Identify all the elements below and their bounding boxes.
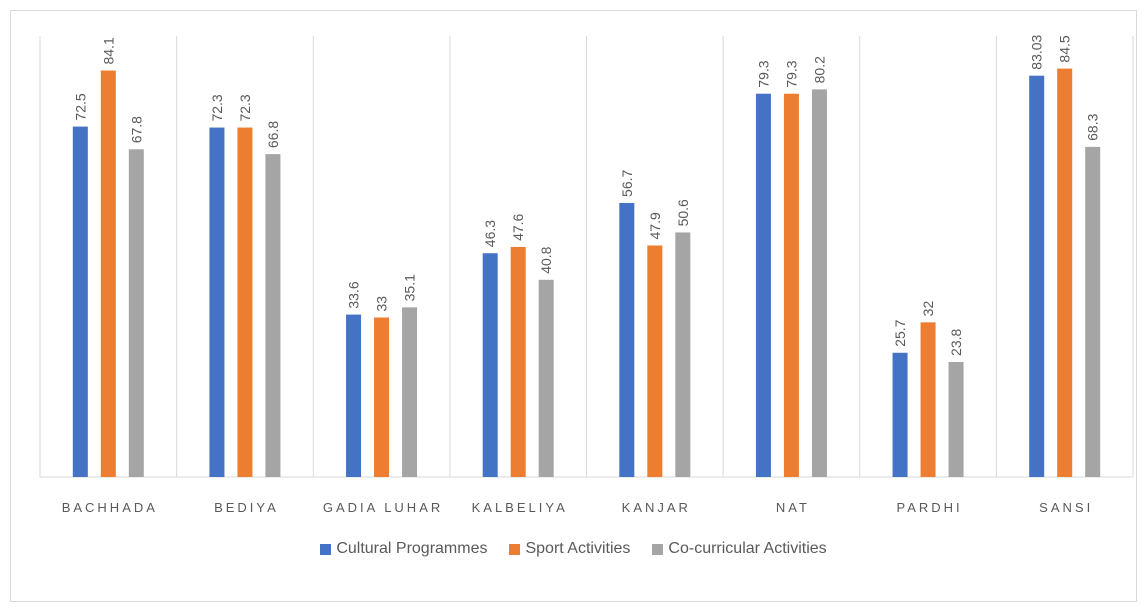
bar	[675, 232, 691, 477]
data-label: 72.5	[72, 93, 88, 120]
legend-item: Cultural Programmes	[320, 540, 487, 558]
data-label: 80.2	[811, 56, 827, 83]
data-label: 79.3	[783, 60, 799, 87]
data-label: 47.6	[510, 213, 526, 240]
legend-label: Co-curricular Activities	[668, 540, 827, 557]
bar	[920, 322, 936, 477]
legend-item: Co-curricular Activities	[652, 540, 827, 558]
bar	[482, 253, 498, 477]
bar	[237, 127, 253, 478]
data-label: 33	[374, 296, 390, 312]
bar	[811, 89, 827, 477]
legend: Cultural Programmes Sport Activities Co-cu…	[0, 540, 1147, 558]
bar	[346, 314, 362, 477]
x-tick-label: GADIA LUHAR	[322, 500, 444, 515]
data-label: 46.3	[482, 220, 498, 247]
data-label: 83.03	[1029, 34, 1045, 69]
bar	[619, 202, 635, 477]
bar	[402, 307, 418, 477]
x-tick-label: NAT	[775, 500, 810, 515]
data-label: 35.1	[402, 274, 418, 301]
legend-item: Sport Activities	[509, 540, 630, 558]
bar	[948, 361, 964, 477]
data-label: 56.7	[619, 169, 635, 196]
data-label: 66.8	[265, 121, 281, 148]
bar	[1057, 68, 1073, 477]
bar	[647, 245, 663, 477]
data-label: 67.8	[128, 116, 144, 143]
legend-label: Cultural Programmes	[336, 540, 488, 557]
x-tick-label: KALBELIYA	[471, 500, 568, 515]
bar	[128, 149, 144, 478]
data-label: 79.3	[755, 60, 771, 87]
data-label: 32	[920, 301, 936, 317]
x-tick-label: BACHHADA	[61, 500, 158, 515]
bar	[100, 70, 116, 478]
x-tick-label: KANJAR	[621, 500, 691, 515]
bar	[72, 126, 88, 477]
data-label: 72.3	[209, 94, 225, 121]
bar	[510, 246, 526, 477]
bar	[1029, 75, 1045, 478]
data-label: 50.6	[675, 199, 691, 226]
legend-label: Sport Activities	[525, 540, 631, 557]
bar	[538, 279, 554, 477]
x-tick-label: SANSI	[1039, 500, 1094, 515]
bar	[209, 127, 225, 478]
legend-swatch	[320, 543, 332, 555]
data-label: 25.7	[892, 319, 908, 346]
data-label: 68.3	[1085, 113, 1101, 140]
legend-swatch	[652, 543, 664, 555]
data-label: 23.8	[948, 329, 964, 356]
data-label: 47.9	[647, 212, 663, 239]
data-label: 84.1	[100, 37, 116, 64]
data-label: 40.8	[538, 246, 554, 273]
data-label: 33.6	[346, 281, 362, 308]
chart-border	[10, 10, 1137, 602]
x-tick-label: PARDHI	[896, 500, 963, 515]
data-label: 72.3	[237, 94, 253, 121]
bar	[374, 317, 390, 477]
bar	[783, 93, 799, 477]
bar	[1085, 146, 1101, 477]
x-tick-label: BEDIYA	[214, 500, 279, 515]
bar	[892, 352, 908, 477]
bar	[755, 93, 771, 477]
bar	[265, 154, 281, 477]
data-label: 84.5	[1057, 35, 1073, 62]
legend-swatch	[509, 543, 521, 555]
